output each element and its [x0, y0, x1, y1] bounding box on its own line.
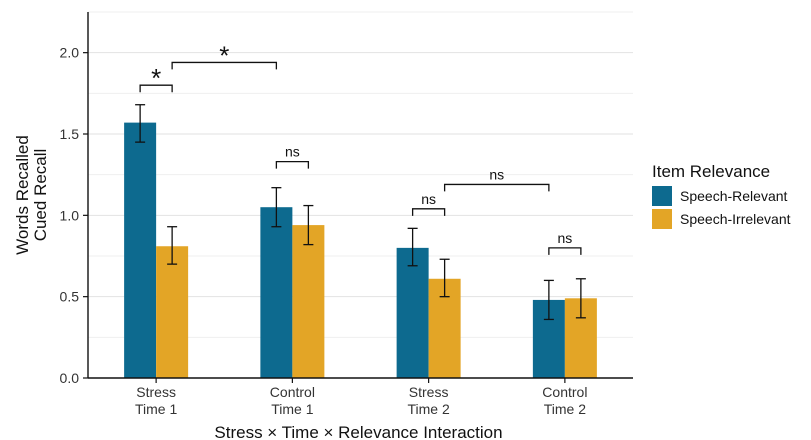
y-tick-label: 2.0 [60, 45, 80, 61]
significance-bracket [443, 183, 550, 192]
y-tick-label: 1.5 [60, 126, 80, 142]
x-tick-label: Control [542, 384, 587, 400]
y-tick-label: 1.0 [60, 207, 80, 223]
x-tick-label: Control [270, 384, 315, 400]
significance-ns-label: ns [557, 230, 572, 246]
bars [124, 122, 597, 378]
significance-star: * [219, 40, 229, 70]
error-bars [135, 104, 586, 321]
significance-bracket [139, 84, 173, 93]
y-tick-label: 0.0 [60, 370, 80, 386]
significance-bracket [171, 61, 278, 70]
x-tick-label: Time 1 [135, 401, 177, 417]
x-tick-label: Time 2 [407, 401, 449, 417]
x-tick-label: Stress [136, 384, 176, 400]
significance-ns-label: ns [421, 191, 436, 207]
legend-swatch [652, 209, 672, 229]
x-tick-label: Time 1 [271, 401, 313, 417]
x-tick-label: Time 2 [544, 401, 586, 417]
bar-speech-relevant-2 [396, 247, 429, 378]
significance-ns-label: ns [285, 144, 300, 160]
legend[interactable]: Item Relevance Speech-Relevant Speech-Irre… [652, 162, 791, 229]
y-axis-title: Words Recalled [13, 135, 32, 255]
bar-speech-irrelevant-1 [292, 225, 325, 378]
legend-swatch [652, 186, 672, 206]
legend-title: Item Relevance [652, 162, 770, 181]
y-axis-title: Cued Recall [31, 149, 50, 242]
significance-bracket [275, 161, 310, 169]
significance-brackets: * * ns ns ns ns [139, 40, 582, 255]
bar-speech-irrelevant-0 [156, 246, 189, 378]
legend-item-label[interactable]: Speech-Relevant [680, 188, 788, 204]
y-tick-label: 0.5 [60, 289, 80, 305]
x-axis-title: Stress × Time × Relevance Interaction [214, 423, 502, 440]
bar-speech-relevant-0 [124, 122, 157, 378]
legend-item-label[interactable]: Speech-Irrelevant [680, 211, 791, 227]
significance-bracket [548, 247, 582, 255]
bar-speech-relevant-1 [260, 207, 293, 378]
significance-bracket [411, 208, 446, 216]
x-tick-label: Stress [409, 384, 449, 400]
significance-star: * [151, 63, 161, 93]
significance-ns-label: ns [489, 166, 504, 182]
